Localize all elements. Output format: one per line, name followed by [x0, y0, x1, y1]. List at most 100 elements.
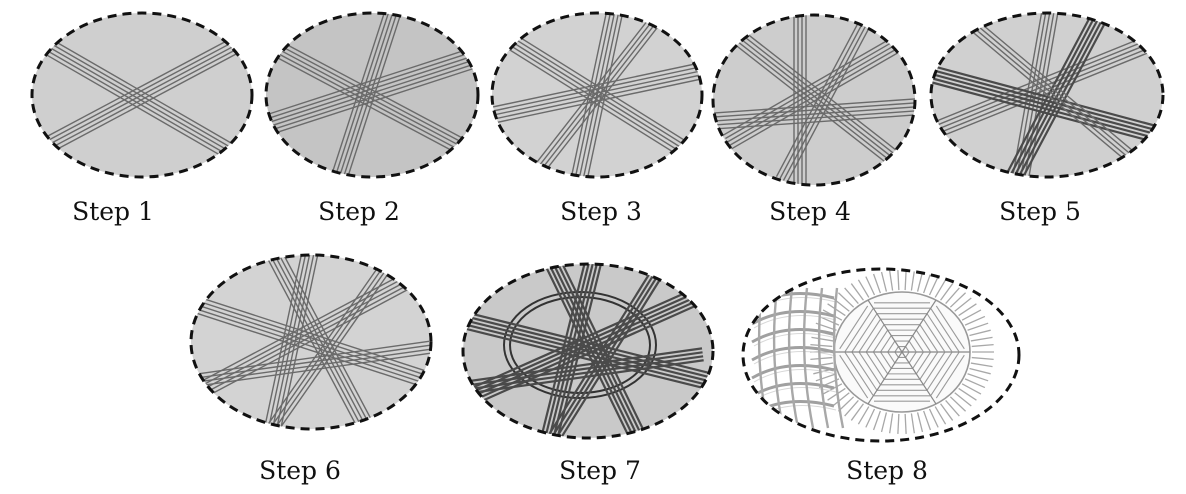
step-8-fringe-strand — [958, 303, 977, 317]
step-7-strand — [537, 264, 657, 438]
step-4-label: Step 4 — [769, 197, 851, 226]
step-5-strand — [963, 18, 1149, 175]
step-8-fringe-strand — [904, 270, 907, 291]
step-5-strand — [997, 19, 1104, 177]
step-8-fringe-strand — [945, 287, 960, 304]
step-6-strand — [264, 255, 378, 429]
step-1-strand — [32, 32, 243, 165]
step-3-strand — [492, 65, 702, 121]
step-8-weave-line — [851, 313, 878, 353]
step-5-label: Step 5 — [999, 197, 1081, 226]
step-8-fringe-strand — [897, 413, 900, 434]
step-8-fringe-strand — [967, 322, 989, 331]
step-3-strand — [517, 13, 667, 177]
step-8-fringe-strand — [844, 400, 859, 417]
step-8-weave-line — [922, 351, 946, 386]
step-4-strand — [713, 108, 915, 128]
step-8-fringe-strand — [964, 315, 986, 326]
step-8-weave-line — [839, 305, 869, 350]
step-8-label: Step 8 — [846, 456, 928, 485]
step-8-fringe-strand — [954, 392, 972, 407]
step-8-fringe-strand — [940, 283, 954, 301]
step-8-fringe-strand — [970, 336, 993, 342]
step-3-strand — [492, 22, 702, 162]
step-8-weave-line — [844, 308, 874, 352]
step-2-strand — [323, 13, 394, 177]
step-8-fringe-strand — [872, 410, 881, 431]
step-8-fringe-strand — [832, 392, 850, 407]
step-4-strand — [775, 17, 862, 177]
step-8-weave-line — [887, 340, 896, 353]
step-8-fringe-strand — [850, 403, 864, 421]
step-8-fringe-strand — [923, 273, 932, 294]
step-8-weave-line — [858, 318, 882, 353]
step-5-strand — [965, 15, 1151, 172]
step-8-weave-line — [912, 335, 924, 353]
step-3-strand — [581, 13, 629, 177]
step-8-fringe-strand — [934, 279, 947, 298]
step-8-weave-line — [865, 324, 885, 353]
step-1-strand — [32, 29, 252, 154]
step-4-strands — [713, 15, 915, 185]
step-4-strand — [733, 23, 915, 173]
step-8-fringe-strand — [949, 292, 967, 308]
step-8-weave-line — [926, 351, 953, 391]
step-8-fringe-strand — [844, 287, 859, 304]
step-8-fringe-strand — [850, 283, 864, 301]
step-3-strand — [492, 32, 702, 172]
step-7-strand — [465, 355, 704, 391]
step-5-strand — [1022, 13, 1059, 177]
step-8-fringe-strand — [971, 356, 994, 360]
step-4-illustration — [711, 13, 917, 187]
step-3-strand — [492, 25, 702, 165]
step-8-fringe-strand — [811, 336, 834, 342]
step-8-fringe-strand — [865, 276, 876, 296]
step-5-strand — [931, 39, 1163, 139]
step-3-illustration — [490, 11, 704, 179]
step-8-weave-line — [905, 346, 910, 353]
step-5-strand — [931, 78, 1163, 148]
step-6-strand — [267, 255, 382, 429]
step-6-strand — [191, 297, 431, 380]
step-8-illustration — [741, 267, 1021, 443]
step-5-strand — [968, 13, 1154, 169]
step-3-label: Step 3 — [560, 197, 642, 226]
step-8-weave-line — [880, 335, 892, 353]
step-8-fringe-strand — [810, 356, 833, 360]
step-2-illustration — [264, 11, 480, 179]
step-8-fringe-strand — [865, 408, 876, 428]
step-2-strand — [266, 40, 478, 123]
step-6-strand — [191, 308, 431, 391]
step-6-strand — [191, 340, 430, 376]
step-8-side-upright — [832, 287, 845, 429]
step-4-strand — [786, 23, 873, 183]
step-1-label: Step 1 — [72, 197, 154, 226]
step-8-weave-line — [894, 351, 899, 358]
step-5-strand — [931, 31, 1163, 131]
step-5-strand — [931, 62, 1163, 132]
step-8-fringe-strand — [910, 413, 915, 434]
step-7-strand — [538, 264, 646, 438]
step-8-weave-line — [926, 313, 953, 353]
step-2-strand — [266, 44, 478, 168]
step-2-strands — [266, 13, 478, 177]
step-8-fringe-strand — [967, 373, 989, 382]
step-6-strand — [191, 301, 431, 383]
step-8-spoke — [901, 299, 937, 353]
step-7-strand — [547, 270, 667, 438]
step-7-strand — [464, 351, 703, 387]
step-8-weave-line — [844, 352, 874, 396]
step-8-weave-line — [935, 305, 965, 350]
step-2-strand — [266, 40, 478, 165]
step-1-strand — [32, 26, 252, 150]
step-6-strand — [263, 262, 392, 429]
step-5-strand — [1001, 21, 1107, 177]
step-8-spoke — [901, 351, 937, 405]
step-3-strand — [492, 28, 702, 168]
step-6-strand — [263, 255, 311, 429]
step-7-strand — [546, 264, 654, 438]
step-8-weave-line — [880, 351, 892, 369]
step-8-fringe-strand — [945, 400, 960, 417]
step-8-weave-line — [930, 352, 960, 396]
step-4-strand — [779, 19, 866, 179]
